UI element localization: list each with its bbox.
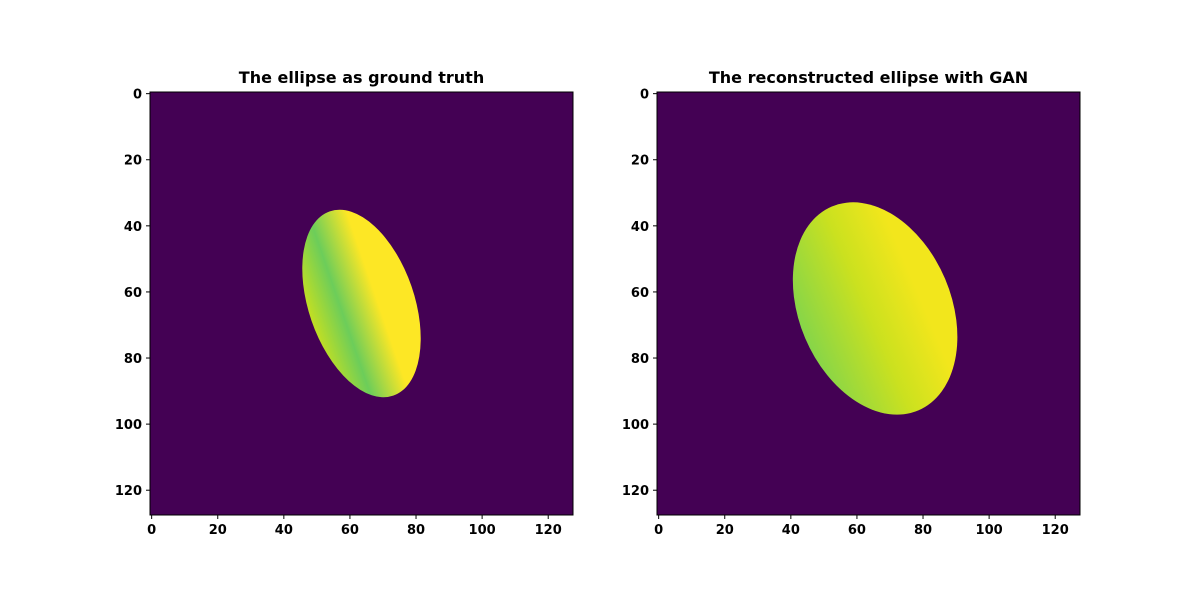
axes-frame-reconstructed — [656, 91, 1081, 516]
y-tick-label-reconstructed-120: 120 — [622, 484, 649, 499]
x-tick-label-reconstructed-100: 100 — [976, 523, 1003, 538]
y-tick-label-reconstructed-40: 40 — [631, 220, 649, 235]
x-tick-label-reconstructed-40: 40 — [782, 523, 800, 538]
x-tick-label-ground-truth-60: 60 — [341, 523, 359, 538]
panel-ground-truth: The ellipse as ground truth 0 20 40 60 80 100… — [115, 68, 574, 538]
y-tick-label-ground-truth-0: 0 — [133, 88, 142, 103]
panel-reconstructed: The reconstructed ellipse with GAN 0 20 40… — [622, 68, 1081, 538]
y-axis-ground-truth: 0 20 40 60 80 100 120 — [115, 88, 150, 499]
x-tick-label-reconstructed-20: 20 — [716, 523, 734, 538]
y-tick-label-ground-truth-20: 20 — [124, 154, 142, 169]
ellipse-reconstructed — [792, 202, 958, 415]
chart-title-ground-truth: The ellipse as ground truth — [239, 68, 484, 87]
x-tick-label-ground-truth-0: 0 — [147, 523, 156, 538]
y-tick-label-reconstructed-60: 60 — [631, 286, 649, 301]
x-tick-label-ground-truth-120: 120 — [535, 523, 562, 538]
y-tick-label-ground-truth-120: 120 — [115, 484, 142, 499]
y-tick-label-reconstructed-0: 0 — [640, 88, 649, 103]
y-tick-label-ground-truth-80: 80 — [124, 352, 142, 367]
x-tick-label-reconstructed-0: 0 — [654, 523, 663, 538]
y-tick-label-ground-truth-60: 60 — [124, 286, 142, 301]
x-axis-reconstructed: 0 20 40 60 80 100 120 — [654, 515, 1069, 538]
ellipse-shape-ground-truth — [302, 209, 421, 398]
x-tick-label-ground-truth-20: 20 — [209, 523, 227, 538]
ellipse-ground-truth — [302, 209, 421, 398]
x-tick-label-reconstructed-60: 60 — [848, 523, 866, 538]
y-axis-reconstructed: 0 20 40 60 80 100 120 — [622, 88, 657, 499]
axes-frame-ground-truth — [149, 91, 574, 516]
x-axis-ground-truth: 0 20 40 60 80 100 120 — [147, 515, 562, 538]
y-tick-label-reconstructed-80: 80 — [631, 352, 649, 367]
y-tick-label-reconstructed-20: 20 — [631, 154, 649, 169]
x-tick-label-reconstructed-80: 80 — [914, 523, 932, 538]
x-tick-label-ground-truth-80: 80 — [407, 523, 425, 538]
chart-title-reconstructed: The reconstructed ellipse with GAN — [709, 68, 1028, 87]
x-tick-label-ground-truth-100: 100 — [469, 523, 496, 538]
ellipse-shape-reconstructed — [792, 202, 958, 415]
y-tick-label-ground-truth-40: 40 — [124, 220, 142, 235]
y-tick-label-ground-truth-100: 100 — [115, 418, 142, 433]
x-tick-label-ground-truth-40: 40 — [275, 523, 293, 538]
x-tick-label-reconstructed-120: 120 — [1042, 523, 1069, 538]
y-tick-label-reconstructed-100: 100 — [622, 418, 649, 433]
